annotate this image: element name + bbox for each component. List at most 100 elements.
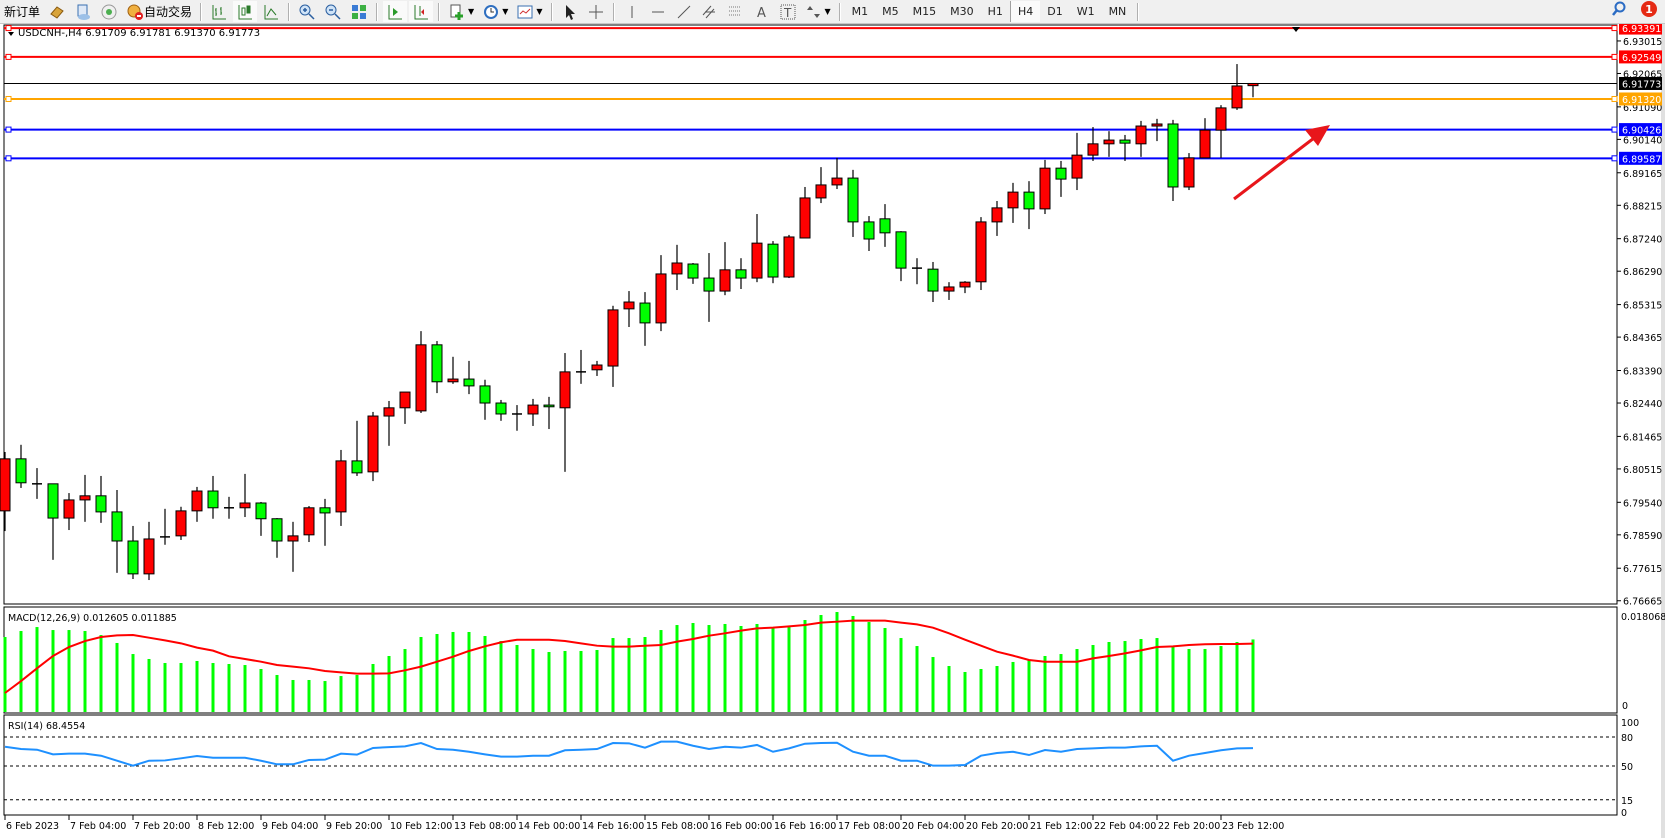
candle: [559, 353, 571, 472]
arrow-head-icon: [1305, 125, 1330, 146]
rsi-tick-label: 50: [1621, 762, 1633, 773]
separator: [550, 2, 553, 21]
timeframe-mn[interactable]: MN: [1108, 5, 1127, 18]
price-tag: [1619, 50, 1662, 64]
macd-bar: [723, 623, 727, 712]
line-chart-button[interactable]: [259, 1, 283, 22]
macd-bar: [1059, 654, 1063, 712]
candle-body: [1007, 191, 1019, 209]
candle-body: [111, 511, 123, 542]
candle: [1151, 118, 1163, 142]
candle: [207, 475, 219, 519]
chart-shift-button[interactable]: [409, 1, 434, 22]
line-handle-left: [5, 155, 12, 162]
notification-badge[interactable]: 1: [1641, 1, 1657, 17]
separator: [288, 2, 291, 21]
zoom-out-button[interactable]: [321, 1, 345, 22]
timeframe-m15[interactable]: M15: [912, 5, 937, 18]
signals-button[interactable]: [97, 1, 121, 22]
rsi-line: [4, 740, 1254, 767]
candle-body: [255, 502, 267, 520]
macd-bar: [531, 649, 535, 712]
timeframe-w1[interactable]: W1: [1076, 5, 1095, 18]
crosshair-tool-button[interactable]: [584, 1, 608, 22]
candle: [831, 157, 843, 190]
timeframe-d1[interactable]: D1: [1047, 5, 1063, 18]
candle: [271, 518, 283, 558]
candle: [415, 331, 427, 413]
candle-body: [15, 458, 27, 484]
annotation-arrow[interactable]: [1233, 125, 1330, 201]
candle: [767, 241, 779, 284]
candle: [671, 244, 683, 291]
text-label-tool-button[interactable]: T: [776, 1, 800, 22]
macd-bar: [115, 642, 119, 712]
vertical-line-tool-button[interactable]: [620, 1, 644, 22]
chevron-down-icon: ▼: [536, 7, 543, 16]
price-tick-label: 6.89165: [1623, 169, 1662, 180]
collapse-triangle-icon[interactable]: [8, 32, 14, 36]
candlestick-chart-button[interactable]: [233, 1, 258, 22]
svg-text:T: T: [783, 6, 792, 20]
macd-bar: [547, 652, 551, 712]
periods-button[interactable]: ▼: [479, 1, 511, 22]
candle-body: [495, 402, 507, 415]
timeframe-m5[interactable]: M5: [882, 5, 899, 18]
macd-bar: [1203, 649, 1207, 712]
channel-icon: [702, 5, 715, 18]
candle: [495, 399, 507, 421]
macd-bar: [179, 663, 183, 712]
candle-body: [447, 378, 459, 383]
right-icons: 1: [1611, 1, 1657, 17]
data-window-button[interactable]: [71, 1, 95, 22]
trendline-tool-button[interactable]: [672, 1, 696, 22]
timeframe-h1[interactable]: H1: [987, 5, 1003, 18]
tile-windows-button[interactable]: [347, 1, 371, 22]
timeframe-m30[interactable]: M30: [950, 5, 974, 18]
indicators-button[interactable]: ▼: [445, 1, 477, 22]
candle: [703, 253, 715, 322]
bar-chart-icon: [212, 4, 227, 19]
candle: [160, 508, 170, 545]
zoom-in-button[interactable]: [295, 1, 319, 22]
candle: [1055, 160, 1067, 197]
cursor-tool-button[interactable]: [558, 1, 582, 22]
chart-window[interactable]: 6.93015 6.92065 6.91090 6.90140 6.89165 6.882…: [0, 24, 1665, 838]
new-order-button[interactable]: 新订单: [1, 1, 43, 22]
fibonacci-tool-button[interactable]: [724, 1, 748, 22]
window-border: [1661, 24, 1665, 838]
main-panel-border: [3, 24, 1618, 605]
chart-shift-marker-icon[interactable]: [1292, 27, 1300, 32]
timeframe-m1[interactable]: M1: [851, 5, 869, 18]
rsi-panel-border: [3, 714, 1618, 816]
price-axis: 6.93015 6.92065 6.91090 6.90140 6.89165 6.882…: [1617, 24, 1662, 608]
timeframe-h4[interactable]: H4: [1009, 1, 1041, 22]
macd-bar: [819, 615, 823, 712]
search-icon[interactable]: [1611, 1, 1627, 17]
candle-body: [95, 495, 107, 513]
auto-trading-button[interactable]: 自动交易: [123, 1, 195, 22]
candle-body: [127, 540, 139, 575]
macd-bar: [1139, 639, 1143, 712]
market-watch-button[interactable]: [45, 1, 69, 22]
candle-body: [0, 458, 11, 512]
auto-scroll-button[interactable]: [383, 1, 408, 22]
text-tool-button[interactable]: A: [750, 1, 774, 22]
horizontal-line-tool-button[interactable]: [646, 1, 670, 22]
candle-body: [927, 268, 939, 292]
macd-bar: [403, 649, 407, 712]
price-tag-label: 6.93391: [1622, 24, 1661, 35]
price-tag: [1619, 24, 1662, 35]
bar-chart-button[interactable]: [207, 1, 231, 22]
candle-body: [1023, 191, 1035, 210]
chevron-down-icon: ▼: [502, 7, 509, 16]
macd-bar: [387, 655, 391, 712]
templates-button[interactable]: ▼: [513, 1, 545, 22]
macd-bar: [979, 669, 983, 712]
macd-bar: [691, 623, 695, 712]
candle-body: [63, 499, 75, 519]
candle: [576, 349, 586, 384]
equidistant-channel-tool-button[interactable]: [698, 1, 722, 22]
arrows-tool-button[interactable]: ▼: [802, 1, 834, 22]
candle-body: [351, 460, 363, 474]
